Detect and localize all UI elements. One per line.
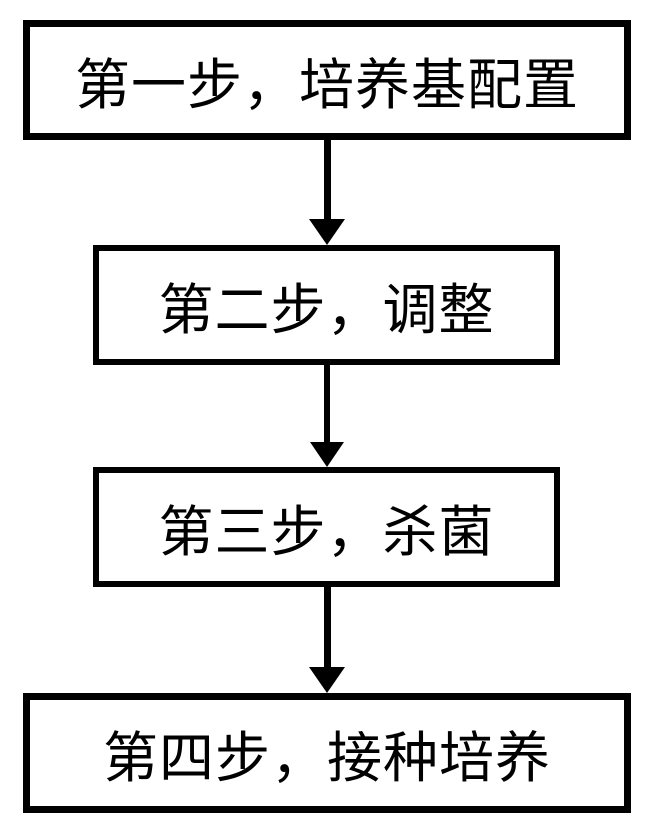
flow-node-label: 第一步，培养基配置 <box>75 40 579 120</box>
flowchart-canvas: 第一步，培养基配置 第二步，调整 第三步，杀菌 第四步，接种培养 <box>0 0 665 834</box>
flow-node-label: 第四步，接种培养 <box>103 713 551 793</box>
flow-node-label: 第三步，杀菌 <box>158 487 494 567</box>
flow-arrow-line <box>324 365 330 442</box>
flow-arrow-head <box>309 667 345 693</box>
flow-node-step2: 第二步，调整 <box>93 245 560 365</box>
flow-arrow-line <box>324 587 331 667</box>
flow-arrow-head <box>309 219 345 245</box>
flow-node-step1: 第一步，培养基配置 <box>23 20 631 140</box>
flow-arrow-head <box>310 442 344 467</box>
flow-node-label: 第二步，调整 <box>158 265 494 345</box>
flow-node-step4: 第四步，接种培养 <box>23 693 631 813</box>
flow-arrow-line <box>324 140 331 219</box>
flow-node-step3: 第三步，杀菌 <box>93 467 560 587</box>
